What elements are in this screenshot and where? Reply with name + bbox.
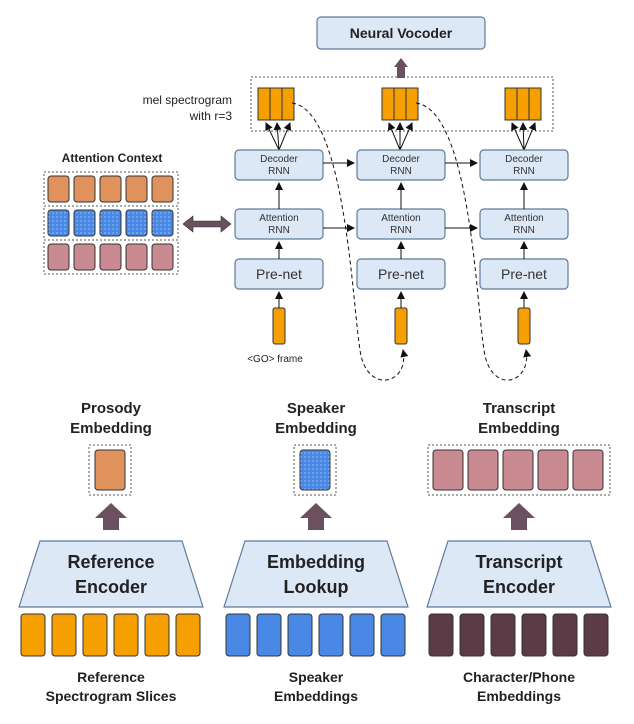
prosody-embedding-title-1: Prosody	[81, 400, 142, 417]
reference-spectrogram-slices	[20, 613, 201, 657]
go-frame-label: <GO> frame	[247, 354, 303, 365]
attention-rnn-3: Attention RNN	[479, 208, 569, 240]
attention-rnn-3-line1: Attention	[504, 213, 543, 224]
speaker-input-label-1: Speaker	[289, 669, 344, 685]
mel-label-line1: mel spectrogram	[143, 93, 232, 107]
reference-input-label-1: Reference	[77, 669, 145, 685]
reference-input-label-2: Spectrogram Slices	[46, 688, 177, 704]
transcript-up-arrow	[503, 503, 535, 530]
speaker-input-label-2: Embeddings	[274, 688, 358, 704]
embedding-lookup-line2: Lookup	[284, 577, 349, 597]
transcript-embedding-title-2: Embedding	[478, 420, 560, 437]
feedback-curve-2	[415, 102, 532, 381]
attention-rnn-3-line2: RNN	[513, 225, 535, 236]
context-attention-double-arrow	[182, 215, 232, 233]
attention-rnn-1-line1: Attention	[259, 213, 298, 224]
transcript-embedding-title-1: Transcript	[483, 400, 556, 417]
attention-rnn-1: Attention RNN	[234, 208, 324, 240]
prenet-2: Pre-net	[356, 258, 446, 290]
decoder-rnn-1: Decoder RNN	[234, 149, 324, 181]
prenet-2-label: Pre-net	[378, 266, 424, 282]
mel-frames-3	[504, 87, 542, 121]
decoder-rnn-3-line2: RNN	[513, 166, 535, 177]
transcript-encoder-line1: Transcript	[475, 552, 562, 572]
decoder-rnn-2: Decoder RNN	[356, 149, 446, 181]
embedding-lookup-line1: Embedding	[267, 552, 365, 572]
feedback-curve-1	[291, 102, 409, 381]
embedding-lookup: Embedding Lookup	[223, 540, 409, 608]
reference-up-arrow	[95, 503, 127, 530]
prenet-3-label: Pre-net	[501, 266, 547, 282]
transcript-encoder-line2: Encoder	[483, 577, 555, 597]
reference-encoder: Reference Encoder	[18, 540, 204, 608]
mel-frames-2	[381, 87, 419, 121]
attention-context-grid	[43, 171, 179, 275]
prosody-embedding	[88, 444, 132, 496]
prosody-embedding-title-2: Embedding	[70, 420, 152, 437]
speaker-embedding-title-1: Speaker	[287, 400, 346, 417]
mel-frames-1	[257, 87, 295, 121]
mel-label-line2: with r=3	[189, 109, 233, 123]
mel-output-region	[250, 76, 554, 132]
decoder-rnn-2-line2: RNN	[390, 166, 412, 177]
transcript-encoder: Transcript Encoder	[426, 540, 612, 608]
character-embeddings-row	[428, 613, 609, 657]
decoder-rnn-1-line2: RNN	[268, 166, 290, 177]
decoder-to-mel-arrows	[265, 122, 537, 151]
attention-rnn-1-line2: RNN	[268, 225, 290, 236]
prenet-to-attention-arrows	[275, 241, 528, 259]
input-frame-2	[394, 307, 408, 345]
prenet-1-label: Pre-net	[256, 266, 302, 282]
attention-to-decoder-arrows	[275, 182, 528, 209]
speaker-embedding	[293, 444, 337, 496]
attention-rnn-2: Attention RNN	[356, 208, 446, 240]
speaker-embedding-title-2: Embedding	[275, 420, 357, 437]
speaker-embeddings-row	[225, 613, 406, 657]
neural-vocoder-label: Neural Vocoder	[350, 25, 453, 41]
decoder-rnn-3: Decoder RNN	[479, 149, 569, 181]
prenet-3: Pre-net	[479, 258, 569, 290]
lookup-up-arrow	[300, 503, 332, 530]
reference-encoder-line1: Reference	[67, 552, 154, 572]
go-frame	[272, 307, 286, 345]
recurrent-arrows	[323, 159, 478, 232]
input-frame-3	[517, 307, 531, 345]
reference-encoder-line2: Encoder	[75, 577, 147, 597]
frame-to-prenet-arrows	[275, 291, 528, 308]
decoder-rnn-1-line1: Decoder	[260, 154, 298, 165]
character-input-label-2: Embeddings	[477, 688, 561, 704]
attention-rnn-2-line2: RNN	[390, 225, 412, 236]
prenet-1: Pre-net	[234, 258, 324, 290]
decoder-rnn-3-line1: Decoder	[505, 154, 543, 165]
neural-vocoder-box	[316, 16, 486, 50]
vocoder-up-arrow	[394, 58, 408, 78]
attention-context-title: Attention Context	[62, 151, 163, 165]
decoder-rnn-2-line1: Decoder	[382, 154, 420, 165]
character-input-label-1: Character/Phone	[463, 669, 575, 685]
transcript-embedding	[427, 444, 611, 496]
attention-rnn-2-line1: Attention	[381, 213, 420, 224]
